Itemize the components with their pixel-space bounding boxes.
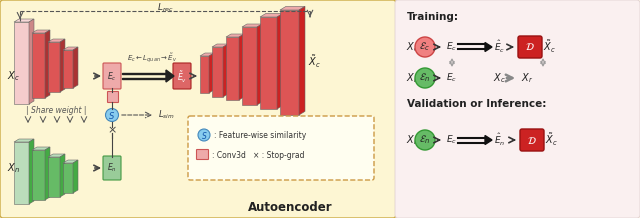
Polygon shape [63,47,78,50]
Polygon shape [48,157,60,197]
Text: : Feature-wise similarity: : Feature-wise similarity [214,131,307,140]
Text: : Conv3d   × : Stop-grad: : Conv3d × : Stop-grad [212,150,305,160]
Polygon shape [32,30,50,33]
Text: $\tilde{X}_c$: $\tilde{X}_c$ [543,39,556,55]
Polygon shape [29,19,34,104]
FancyBboxPatch shape [518,36,542,58]
Text: $\tilde{X}_c$: $\tilde{X}_c$ [545,132,558,148]
Text: $E_n$: $E_n$ [107,162,117,174]
Text: $E_c$: $E_c$ [107,71,117,83]
Polygon shape [200,56,209,93]
Polygon shape [260,17,277,109]
Polygon shape [48,39,65,42]
Polygon shape [485,136,492,145]
Polygon shape [63,50,73,88]
FancyBboxPatch shape [173,63,191,89]
Circle shape [198,129,210,141]
FancyBboxPatch shape [103,156,121,180]
FancyBboxPatch shape [395,0,640,218]
Polygon shape [48,42,60,92]
Text: $\mathcal{E}_n$: $\mathcal{E}_n$ [419,134,431,146]
Polygon shape [48,154,65,157]
Text: $\hat{E}_n$: $\hat{E}_n$ [494,132,506,148]
Text: $X_c$: $X_c$ [406,40,419,54]
Polygon shape [212,44,228,47]
Text: $L_{rec}$: $L_{rec}$ [157,2,173,14]
Text: $\times$: $\times$ [107,125,117,135]
Circle shape [415,37,435,57]
Text: $\mathcal{D}$: $\mathcal{D}$ [527,135,537,145]
Text: $\mathcal{E}_n$: $\mathcal{E}_n$ [419,72,431,84]
Polygon shape [73,160,78,193]
Polygon shape [257,24,262,105]
FancyBboxPatch shape [103,63,121,89]
Text: Training:: Training: [407,12,459,22]
Bar [122,78,166,79]
Text: $E_c$: $E_c$ [446,72,457,84]
Text: $\tilde{E}_v$: $\tilde{E}_v$ [177,70,187,85]
Polygon shape [200,53,214,56]
Text: $X_n$: $X_n$ [406,71,419,85]
Text: $X_r$: $X_r$ [521,71,533,85]
Text: $\hat{E}_c$: $\hat{E}_c$ [494,39,505,55]
Polygon shape [226,34,244,37]
Text: | Share weight |: | Share weight | [26,106,86,114]
Text: $X_n$: $X_n$ [7,161,20,175]
Polygon shape [277,13,283,109]
Polygon shape [14,19,34,22]
Text: $S$: $S$ [108,109,116,121]
Polygon shape [63,160,78,163]
Polygon shape [299,6,305,115]
Text: Validation or Inference:: Validation or Inference: [407,99,547,109]
Text: $L_{sim}$: $L_{sim}$ [158,109,175,121]
Polygon shape [60,154,65,197]
FancyBboxPatch shape [520,129,544,151]
Bar [122,73,166,74]
Text: $E_c\leftarrow L_{quan}\rightarrow\tilde{E}_v$: $E_c\leftarrow L_{quan}\rightarrow\tilde… [127,51,177,65]
Text: $\mathcal{E}_c$: $\mathcal{E}_c$ [419,41,431,53]
Polygon shape [223,44,228,97]
Circle shape [106,109,118,121]
Polygon shape [242,24,262,27]
Text: Autoencoder: Autoencoder [248,201,332,213]
Polygon shape [239,34,244,100]
Polygon shape [29,139,34,204]
Polygon shape [32,33,45,98]
Polygon shape [45,147,50,200]
Text: $E_c$: $E_c$ [446,41,457,53]
Polygon shape [32,147,50,150]
Polygon shape [166,70,174,82]
Polygon shape [73,47,78,88]
Text: $X_c$: $X_c$ [493,71,506,85]
Polygon shape [14,139,34,142]
Polygon shape [212,47,223,97]
Polygon shape [280,6,305,10]
Circle shape [415,130,435,150]
Polygon shape [32,150,45,200]
Text: $X_c$: $X_c$ [7,69,20,83]
Polygon shape [226,37,239,100]
Text: $S$: $S$ [201,129,207,140]
Polygon shape [45,30,50,98]
Text: $E_c$: $E_c$ [446,134,457,146]
Text: $\tilde{X}_c$: $\tilde{X}_c$ [308,54,321,70]
FancyBboxPatch shape [188,116,374,180]
Text: $X_n$: $X_n$ [406,133,419,147]
Text: $\mathcal{D}$: $\mathcal{D}$ [525,41,535,53]
Polygon shape [280,10,299,115]
Polygon shape [14,22,29,104]
Polygon shape [242,27,257,105]
Polygon shape [60,39,65,92]
Polygon shape [14,142,29,204]
FancyBboxPatch shape [196,150,209,160]
Circle shape [415,68,435,88]
FancyBboxPatch shape [108,92,118,102]
Polygon shape [260,13,283,17]
Polygon shape [485,43,492,51]
Polygon shape [63,163,73,193]
FancyBboxPatch shape [0,0,396,218]
Polygon shape [209,53,214,93]
